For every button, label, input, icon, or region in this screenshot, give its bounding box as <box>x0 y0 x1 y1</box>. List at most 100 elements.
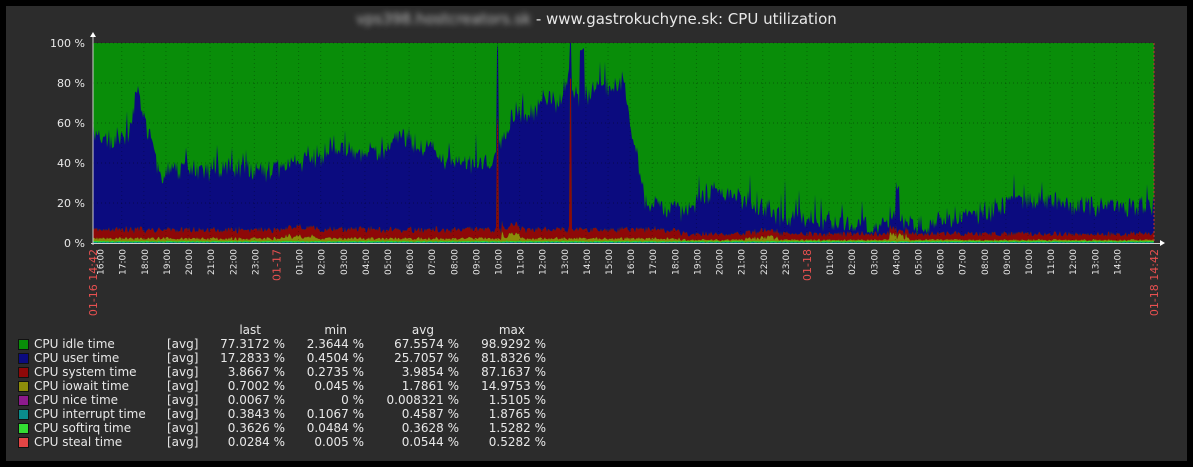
x-tick-label: 14:00 <box>583 249 593 275</box>
x-tick-label: 10:00 <box>1025 249 1035 275</box>
x-tick-label: 18:00 <box>141 249 151 275</box>
legend-last: 0.7002 % <box>227 379 285 393</box>
legend-row: CPU steal time [avg] 0.0284 % 0.005 % 0.… <box>18 435 578 449</box>
legend-last: 77.3172 % <box>220 337 285 351</box>
interrupt-area <box>93 241 1154 243</box>
legend-last: 0.0067 % <box>227 393 285 407</box>
x-tick-label: 04:00 <box>892 249 902 275</box>
x-tick-label: 03:00 <box>340 249 350 275</box>
x-tick-label: 05:00 <box>914 249 924 275</box>
legend-last: 17.2833 % <box>220 351 285 365</box>
legend-min: 0.2735 % <box>306 365 364 379</box>
x-tick-label: 01-17 <box>270 249 283 281</box>
legend-max: 0.5282 % <box>488 435 546 449</box>
x-tick-label: 12:00 <box>1069 249 1079 275</box>
x-tick-label: 09:00 <box>472 249 482 275</box>
x-tick-label: 07:00 <box>959 249 969 275</box>
x-tick-label: 20:00 <box>185 249 195 275</box>
x-tick-label: 22:00 <box>760 249 770 275</box>
legend-series-name: CPU system time <box>34 365 137 379</box>
softirq-area <box>93 240 1154 243</box>
legend-last: 3.8667 % <box>227 365 285 379</box>
legend-row: CPU nice time [avg] 0.0067 % 0 % 0.00832… <box>18 393 578 407</box>
legend-row: CPU user time [avg] 17.2833 % 0.4504 % 2… <box>18 351 578 365</box>
col-header-min: min <box>324 323 347 337</box>
y-tick-label: 100 % <box>50 37 85 50</box>
x-tick-label: 03:00 <box>870 249 880 275</box>
legend-swatch <box>18 353 29 364</box>
legend-row: CPU idle time [avg] 77.3172 % 2.3644 % 6… <box>18 337 578 351</box>
legend-max: 81.8326 % <box>481 351 546 365</box>
legend-max: 1.5105 % <box>488 393 546 407</box>
legend-avg: 0.008321 % <box>386 393 459 407</box>
legend-avg: 1.7861 % <box>401 379 459 393</box>
x-tick-label: 08:00 <box>981 249 991 275</box>
x-tick-label: 17:00 <box>119 249 129 275</box>
legend-swatch <box>18 367 29 378</box>
y-axis-arrow <box>90 32 96 37</box>
x-tick-label: 10:00 <box>495 249 505 275</box>
x-tick-label: 21:00 <box>207 249 217 275</box>
legend-agg: [avg] <box>167 379 199 393</box>
legend-agg: [avg] <box>167 337 199 351</box>
legend-swatch <box>18 423 29 434</box>
legend-max: 1.8765 % <box>488 407 546 421</box>
col-header-last: last <box>239 323 261 337</box>
legend-max: 1.5282 % <box>488 421 546 435</box>
legend-avg: 25.7057 % <box>394 351 459 365</box>
legend-last: 0.0284 % <box>227 435 285 449</box>
x-tick-label: 01:00 <box>826 249 836 275</box>
legend-min: 0.1067 % <box>306 407 364 421</box>
x-tick-label: 22:00 <box>229 249 239 275</box>
legend-swatch <box>18 339 29 350</box>
graph-title-text: - www.gastrokuchyne.sk: CPU utilization <box>531 10 837 28</box>
legend-row: CPU softirq time [avg] 0.3626 % 0.0484 %… <box>18 421 578 435</box>
legend-series-name: CPU nice time <box>34 393 119 407</box>
legend-avg: 0.3628 % <box>401 421 459 435</box>
legend-series-name: CPU user time <box>34 351 120 365</box>
graph-title: vps398.hostcreators.sk - www.gastrokuchy… <box>0 10 1193 28</box>
legend-min: 0.4504 % <box>306 351 364 365</box>
legend-agg: [avg] <box>167 365 199 379</box>
legend-min: 0.045 % <box>314 379 364 393</box>
legend-last: 0.3626 % <box>227 421 285 435</box>
legend-min: 0.005 % <box>314 435 364 449</box>
x-tick-label: 23:00 <box>251 249 261 275</box>
legend-max: 14.9753 % <box>481 379 546 393</box>
legend-swatch <box>18 395 29 406</box>
legend-swatch <box>18 381 29 392</box>
col-header-avg: avg <box>411 323 434 337</box>
x-tick-label: 11:00 <box>517 249 527 275</box>
legend-max: 87.1637 % <box>481 365 546 379</box>
x-tick-label: 06:00 <box>937 249 947 275</box>
legend-avg: 0.0544 % <box>401 435 459 449</box>
x-tick-label: 05:00 <box>384 249 394 275</box>
x-tick-label: 19:00 <box>693 249 703 275</box>
x-tick-label: 15:00 <box>605 249 615 275</box>
legend-row: CPU iowait time [avg] 0.7002 % 0.045 % 1… <box>18 379 578 393</box>
x-tick-label: 23:00 <box>782 249 792 275</box>
legend-swatch <box>18 437 29 448</box>
x-tick-label: 01-16 14:42 <box>87 249 100 316</box>
y-tick-label: 80 % <box>57 77 85 90</box>
x-tick-label: 18:00 <box>671 249 681 275</box>
x-tick-label: 01-18 14:42 <box>1148 249 1161 316</box>
x-tick-label: 04:00 <box>362 249 372 275</box>
legend-row: CPU interrupt time [avg] 0.3843 % 0.1067… <box>18 407 578 421</box>
legend-series-name: CPU softirq time <box>34 421 132 435</box>
legend-swatch <box>18 409 29 420</box>
x-tick-label: 06:00 <box>406 249 416 275</box>
y-tick-label: 0 % <box>64 237 85 250</box>
legend-min: 0 % <box>341 393 364 407</box>
x-tick-label: 16:00 <box>97 249 107 275</box>
legend-avg: 3.9854 % <box>401 365 459 379</box>
legend-series-name: CPU idle time <box>34 337 115 351</box>
x-tick-label: 01-18 <box>801 249 814 281</box>
x-tick-label: 02:00 <box>848 249 858 275</box>
legend-min: 2.3644 % <box>306 337 364 351</box>
x-axis-arrow <box>1160 240 1165 246</box>
x-tick-label: 13:00 <box>561 249 571 275</box>
user-area <box>93 43 1154 238</box>
col-header-max: max <box>498 323 525 337</box>
